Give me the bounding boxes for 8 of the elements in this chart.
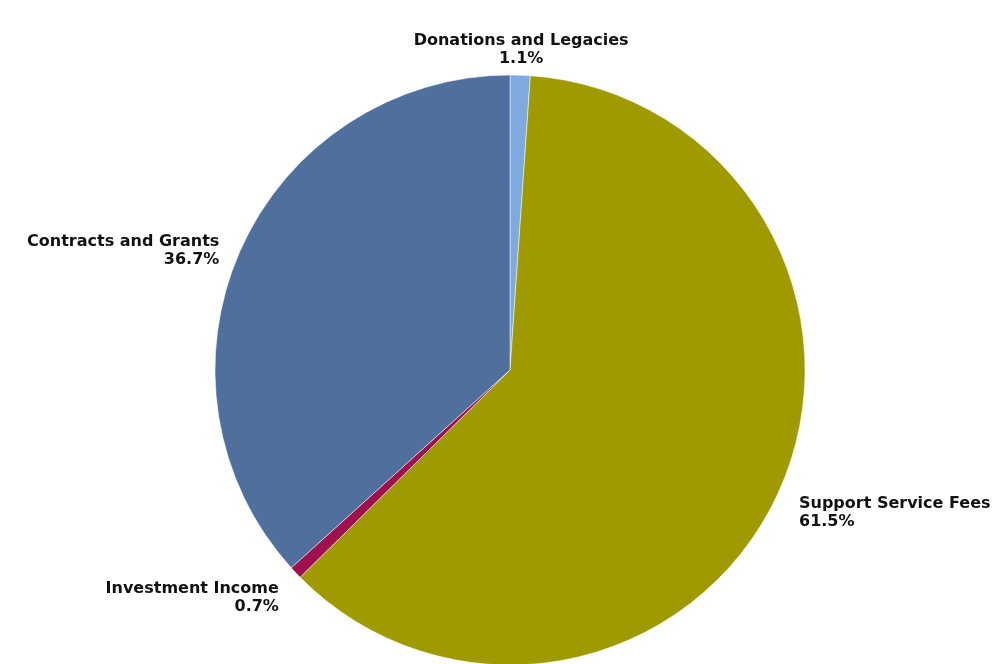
slice-label: Contracts and Grants (27, 230, 220, 250)
data-label: 36.7% (163, 248, 220, 268)
data-label: 61.5% (799, 510, 855, 530)
slice-label: Support Service Fees (799, 492, 991, 512)
slice-label: Investment Income (105, 578, 280, 598)
data-label: 0.7% (234, 596, 279, 616)
slice-label: Donations and Legacies (413, 30, 629, 50)
data-label: 1.1% (498, 48, 544, 68)
